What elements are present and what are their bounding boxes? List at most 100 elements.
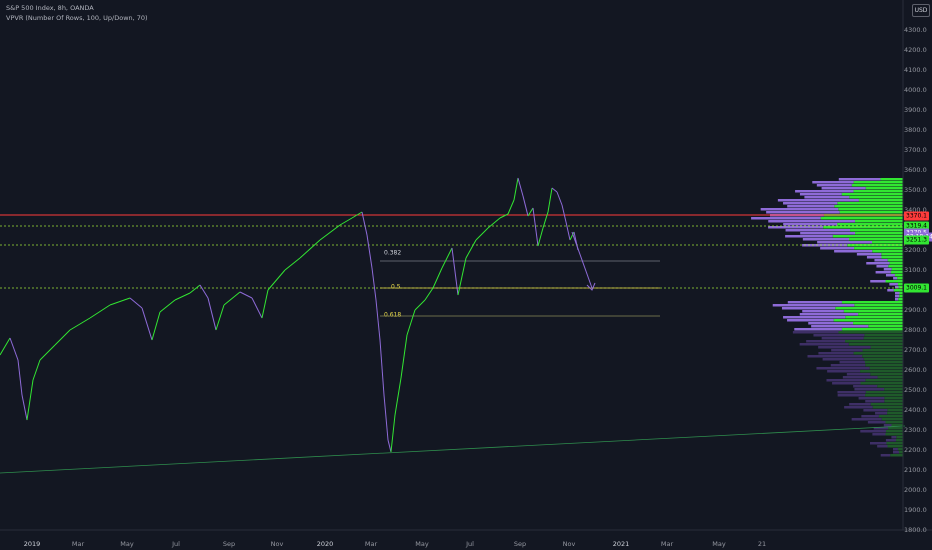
vpvr-down-bar [869,442,887,445]
projection-arrow [571,231,593,289]
price-segment [159,299,176,313]
price-segment [339,217,353,226]
vpvr-down-bar [772,304,855,307]
vpvr-up-bar [855,232,903,235]
vpvr-up-bar [841,328,903,331]
time-tick: Mar [364,540,378,548]
price-segment [383,394,389,441]
vpvr-up-bar [899,295,903,298]
symbol-title[interactable]: S&P 500 Index, 8h, OANDA [6,4,94,12]
vpvr-up-bar [893,289,903,292]
vpvr-down-bar [827,370,861,373]
indicator-title[interactable]: VPVR (Number Of Rows, 100, Up/Down, 70) [6,14,148,22]
vpvr-up-bar [881,418,903,421]
price-tick: 1900.0 [904,506,927,514]
vpvr-down-bar [895,295,900,298]
vpvr-down-bar [787,205,835,208]
price-segment [251,297,263,319]
vpvr-down-bar [800,232,856,235]
price-segment [261,289,269,319]
price-segment [129,297,143,309]
vpvr-down-bar [787,319,834,322]
vpvr-up-bar [899,292,903,295]
vpvr-down-bar [792,331,839,334]
vpvr-up-bar [890,271,903,274]
vpvr-up-bar [888,265,903,268]
currency-button[interactable]: USD [912,4,930,17]
vpvr-down-bar [821,337,864,340]
price-segment [390,414,396,453]
vpvr-up-bar [890,454,903,457]
vpvr-down-bar [787,301,842,304]
price-tick: 3500.0 [904,186,927,194]
vpvr-down-bar [880,454,891,457]
vpvr-down-bar [795,190,854,193]
vpvr-up-bar [853,181,903,184]
price-segment [215,304,225,331]
price-segment [89,304,111,319]
vpvr-down-bar [885,439,896,442]
price-tick: 2900.0 [904,306,927,314]
price-tick: 4300.0 [904,26,927,34]
price-segment [361,211,368,236]
price-segment [223,291,241,306]
price-segment [424,287,434,301]
vpvr-up-bar [851,184,903,187]
vpvr-down-bar [865,400,885,403]
vpvr-down-bar [832,382,861,385]
vpvr-up-bar [863,358,903,361]
vpvr-up-bar [884,400,903,403]
vpvr-down-bar [887,289,894,292]
price-segment [174,292,191,301]
vpvr-up-bar [850,229,903,232]
vpvr-up-bar [878,415,903,418]
vpvr-down-bar [877,445,888,448]
vpvr-down-bar [816,184,852,187]
price-tick: 4200.0 [904,46,927,54]
time-tick: 21 [757,540,767,548]
vpvr-up-bar [891,268,903,271]
vpvr-up-bar [884,397,903,400]
price-tick: 3100.0 [904,266,927,274]
vpvr-down-bar [768,220,855,223]
price-tick: 3600.0 [904,166,927,174]
time-tick: 2021 [612,540,630,548]
vpvr-up-bar [898,451,903,454]
time-tick: Sep [513,540,527,548]
vpvr-down-bar [866,262,890,265]
vpvr-up-bar [865,394,903,397]
price-segment [517,177,524,197]
vpvr-down-bar [837,391,866,394]
price-segment [457,257,467,296]
vpvr-up-bar [865,391,903,394]
vpvr-down-bar [861,415,879,418]
price-segment [400,334,408,379]
vpvr-up-bar [870,346,903,349]
vpvr-up-bar [887,412,903,415]
vpvr-up-bar [843,310,903,313]
vpvr-up-bar [897,277,903,280]
vpvr-up-bar [841,301,903,304]
time-tick: 2020 [316,540,334,548]
price-tick: 2500.0 [904,386,927,394]
price-segment [371,267,377,301]
price-segment [465,239,477,259]
vpvr-up-bar [886,442,903,445]
chart-legend[interactable]: S&P 500 Index, 8h, OANDA VPVR (Number Of… [6,3,148,23]
vpvr-up-bar [858,313,903,316]
time-tick: Sep [222,540,236,548]
vpvr-down-bar [885,274,895,277]
vpvr-down-bar [863,409,888,412]
price-segment [21,394,28,421]
fib-label: 0.618 [384,311,402,319]
vpvr-down-bar [837,394,866,397]
price-segment [39,344,56,361]
vpvr-down-bar [870,280,886,283]
vpvr-down-bar [818,346,871,349]
price-segment [547,187,553,213]
time-tick: May [415,540,429,548]
vpvr-up-bar [877,385,903,388]
vpvr-up-bar [860,382,903,385]
fib-label: 0.5 [391,283,401,291]
